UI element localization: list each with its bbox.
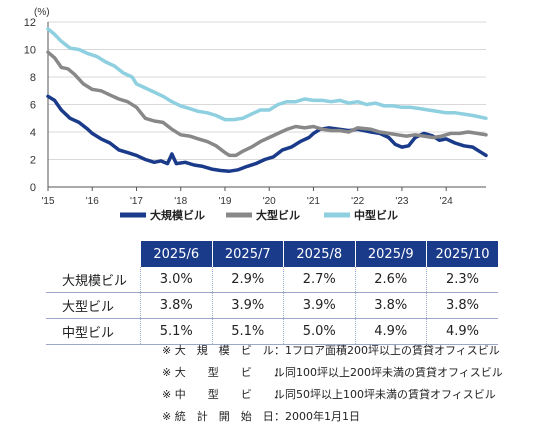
table-cell: 2.3% (426, 267, 498, 293)
table-corner-cell (46, 241, 141, 267)
table-cell: 2.9% (211, 267, 284, 293)
note-text: ：同100坪以上200坪未満の賃貸オフィスビル (274, 366, 503, 379)
table-row: 大型ビル 3.8% 3.9% 3.9% 3.8% 3.8% (46, 292, 498, 319)
x-tick-label: '18 (174, 196, 187, 207)
note-text: ：1フロア面積200坪以上の賃貸オフィスビル (274, 344, 500, 357)
x-tick-label: '15 (41, 196, 54, 207)
x-tick-label: '24 (440, 196, 453, 207)
row-label: 大規模ビル (46, 267, 141, 293)
table-column-header: 2025/9 (354, 241, 427, 267)
definition-notes: ※ 大 規 模 ビ ル：1フロア面積200坪以上の賃貸オフィスビル ※ 大 型 … (162, 340, 532, 428)
y-tick-label: 10 (24, 45, 36, 57)
table-column-header: 2025/8 (283, 241, 355, 267)
note-line: ※ 中 型 ビ ル：同50坪以上100坪未満の賃貸オフィスビル (162, 384, 532, 406)
table-cell: 3.9% (211, 292, 284, 319)
y-tick-label: 2 (30, 155, 36, 167)
x-tick-label: '21 (307, 196, 320, 207)
vacancy-rate-chart: (%) 0 2 4 6 8 10 12 '15 '16 '17 '18 '19 '20 '21 '22 '2… (24, 7, 488, 222)
note-label: ※ 大 型 ビ ル (162, 366, 285, 379)
table-cell: 3.0% (140, 267, 212, 293)
table-column-header: 2025/10 (426, 241, 498, 267)
table-cell: 3.8% (140, 292, 212, 319)
table-cell: 3.9% (283, 292, 355, 319)
series-line (46, 27, 488, 122)
row-label: 大型ビル (46, 292, 141, 319)
x-tick-label: '19 (218, 196, 231, 207)
x-tick-label: '17 (130, 196, 143, 207)
x-tick-label: '20 (263, 196, 276, 207)
legend-label: 中型ビル (354, 208, 398, 222)
x-tick-label: '16 (86, 196, 99, 207)
table-header-row: 2025/6 2025/7 2025/8 2025/9 2025/10 (46, 241, 498, 267)
table-cell: 4.9% (354, 318, 427, 345)
table-row: 中型ビル 5.1% 5.1% 5.0% 4.9% 4.9% (46, 318, 498, 345)
y-tick-label: 0 (30, 182, 36, 194)
note-line: ※ 大 規 模 ビ ル：1フロア面積200坪以上の賃貸オフィスビル (162, 340, 532, 362)
note-line: ※ 大 型 ビ ル：同100坪以上200坪未満の賃貸オフィスビル (162, 362, 532, 384)
table-row: 大規模ビル 3.0% 2.9% 2.7% 2.6% 2.3% (46, 267, 498, 293)
x-axis-ticks: '15 '16 '17 '18 '19 '20 '21 '22 '23 '24 (41, 187, 453, 207)
table-cell: 3.8% (354, 292, 427, 319)
note-label: ※ 大 規 模 ビ ル (162, 344, 274, 357)
table-column-header: 2025/6 (140, 241, 212, 267)
legend-label: 大規模ビル (150, 208, 205, 222)
legend-label: 大型ビル (256, 208, 300, 222)
table-cell: 2.6% (354, 267, 427, 293)
table-cell: 3.8% (426, 292, 498, 319)
y-axis-ticks: 0 2 4 6 8 10 12 (24, 17, 36, 194)
y-tick-label: 8 (30, 72, 36, 84)
table-cell: 5.1% (140, 318, 212, 345)
series-line (46, 94, 488, 173)
vacancy-rate-table: 2025/6 2025/7 2025/8 2025/9 2025/10 大規模ビ… (46, 241, 498, 345)
row-label: 中型ビル (46, 318, 141, 345)
chart-legend: 大規模ビル 大型ビル 中型ビル (120, 208, 398, 222)
chart-grid (47, 21, 486, 188)
table-cell: 2.7% (283, 267, 355, 293)
table-cell: 4.9% (426, 318, 498, 345)
table-column-header: 2025/7 (211, 241, 284, 267)
note-label: ※ 統 計 開 始 日 (162, 410, 274, 423)
note-line: ※ 統 計 開 始 日：2000年1月1日 (162, 406, 532, 428)
y-tick-label: 12 (24, 17, 36, 29)
y-axis-unit-label: (%) (34, 7, 50, 18)
note-label: ※ 中 型 ビ ル (162, 388, 285, 401)
y-tick-label: 4 (30, 127, 36, 139)
table-cell: 5.0% (283, 318, 355, 345)
note-text: ：2000年1月1日 (274, 410, 360, 423)
table-cell: 5.1% (211, 318, 284, 345)
y-tick-label: 6 (30, 100, 36, 112)
x-tick-label: '23 (395, 196, 408, 207)
x-tick-label: '22 (351, 196, 364, 207)
note-text: ：同50坪以上100坪未満の賃貸オフィスビル (274, 388, 496, 401)
series-line (46, 50, 488, 158)
chart-series-lines (46, 27, 488, 173)
